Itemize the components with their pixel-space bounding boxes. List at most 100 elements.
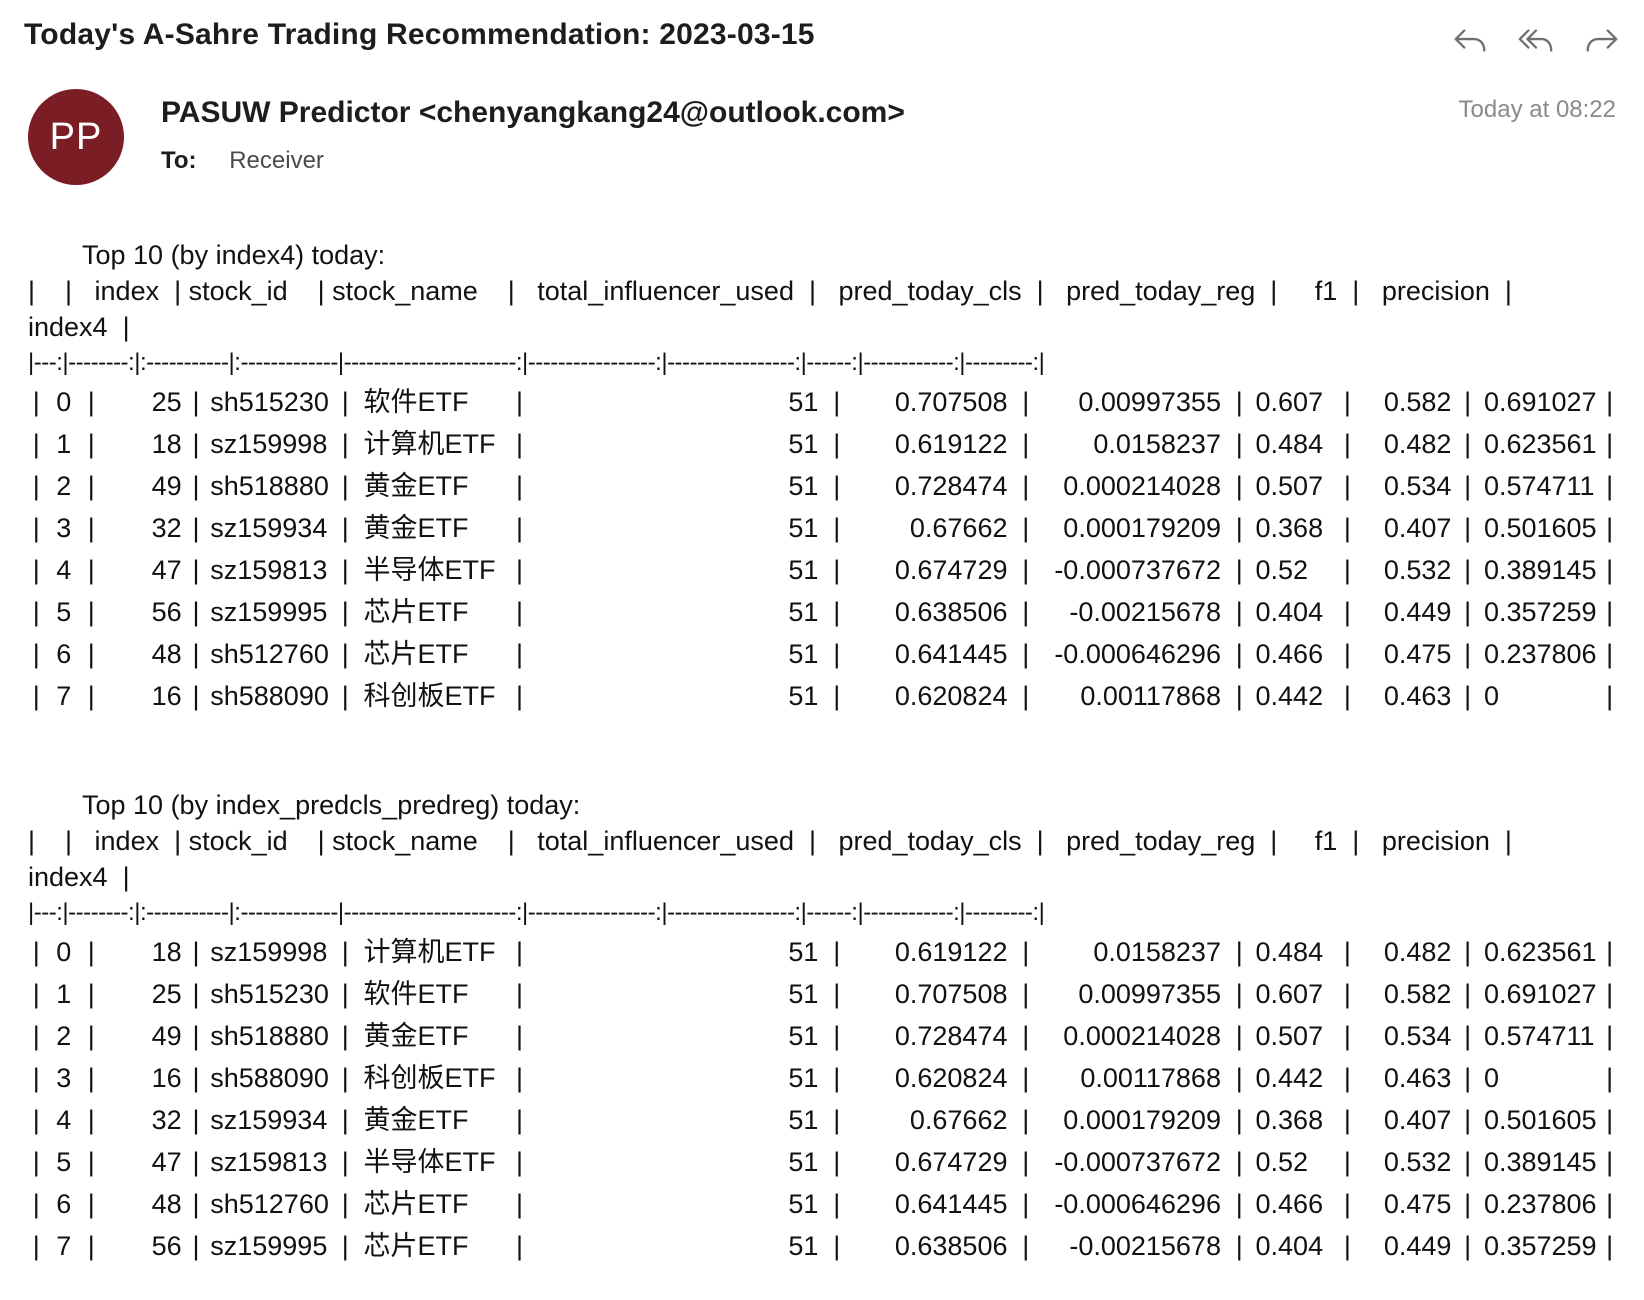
cell-stock-name: 科创板ETF [363, 1063, 496, 1093]
recipient-name[interactable]: Receiver [229, 147, 324, 174]
column-divider: | [341, 1063, 349, 1093]
column-divider: | [1343, 1063, 1351, 1093]
cell-index: 49 [151, 1021, 182, 1051]
cell-index: 56 [151, 597, 182, 627]
cell-pred-today-reg: 0.00117868 [1080, 1063, 1221, 1093]
column-divider: | [1343, 513, 1351, 543]
cell-precision: 0.482 [1383, 937, 1452, 967]
cell-index: 32 [151, 1105, 182, 1135]
column-divider: | [515, 387, 523, 417]
column-divider: | [833, 1231, 841, 1261]
cell-row: 1 [56, 979, 72, 1009]
cell-precision: 0.475 [1383, 639, 1452, 669]
column-divider: | [32, 387, 40, 417]
cell-f1: 0.52 [1255, 555, 1309, 585]
cell-pred-today-cls: 0.728474 [894, 1021, 1008, 1051]
cell-pred-today-cls: 0.728474 [894, 471, 1008, 501]
cell-precision: 0.475 [1383, 1189, 1452, 1219]
reply-all-icon [1518, 29, 1553, 52]
forward-button[interactable] [1580, 18, 1624, 62]
cell-index4: 0.501605 [1483, 513, 1597, 543]
table-row: | 1 | 18 | sz159998 | 计算机ETF | 51 | 0.619122 | 0.0158… [28, 423, 1618, 465]
cell-f1: 0.607 [1255, 979, 1324, 1009]
column-divider: | [341, 471, 349, 501]
section-title: Top 10 (by index_predcls_predreg) today: [82, 790, 581, 820]
table-header-line: | | index | stock_id | stock_name | tota… [28, 826, 1512, 856]
cell-f1: 0.404 [1255, 1231, 1324, 1261]
column-divider: | [1022, 1063, 1030, 1093]
cell-precision: 0.449 [1383, 1231, 1452, 1261]
cell-precision: 0.407 [1383, 1105, 1452, 1135]
cell-total-influencer-used: 51 [788, 387, 819, 417]
reply-button[interactable] [1448, 18, 1492, 62]
column-divider: | [87, 937, 95, 967]
cell-precision: 0.582 [1383, 979, 1452, 1009]
column-divider: | [1343, 429, 1351, 459]
cell-stock-name: 半导体ETF [363, 1147, 496, 1177]
column-divider: | [515, 681, 523, 711]
column-divider: | [1235, 681, 1243, 711]
column-divider: | [1022, 387, 1030, 417]
column-divider: | [1022, 555, 1030, 585]
cell-stock-id: sh588090 [210, 681, 329, 711]
column-divider: | [515, 1189, 523, 1219]
column-divider: | [1606, 639, 1614, 669]
column-divider: | [1343, 555, 1351, 585]
recipient-row: To: Receiver [161, 147, 324, 175]
column-divider: | [1606, 597, 1614, 627]
column-divider: | [833, 1105, 841, 1135]
column-divider: | [32, 471, 40, 501]
column-divider: | [192, 555, 200, 585]
column-divider: | [1022, 1021, 1030, 1051]
cell-pred-today-cls: 0.620824 [894, 1063, 1008, 1093]
sender-name[interactable]: PASUW Predictor <chenyangkang24@outlook.… [161, 96, 905, 129]
table-row: | 6 | 48 | sh512760 | 芯片ETF | 51 | 0.641445 | -0.0006… [28, 633, 1618, 675]
column-divider: | [1343, 1105, 1351, 1135]
column-divider: | [341, 639, 349, 669]
cell-index: 56 [151, 1231, 182, 1261]
cell-pred-today-reg: 0.00997355 [1078, 979, 1221, 1009]
column-divider: | [192, 681, 200, 711]
cell-total-influencer-used: 51 [788, 1021, 819, 1051]
column-divider: | [341, 555, 349, 585]
cell-row: 7 [56, 1231, 72, 1261]
column-divider: | [1343, 1189, 1351, 1219]
cell-index: 18 [151, 937, 182, 967]
column-divider: | [87, 471, 95, 501]
cell-pred-today-cls: 0.638506 [894, 597, 1008, 627]
cell-row: 2 [56, 1021, 72, 1051]
column-divider: | [1464, 1021, 1472, 1051]
column-divider: | [1235, 639, 1243, 669]
column-divider: | [32, 429, 40, 459]
cell-index4: 0.237806 [1483, 1189, 1597, 1219]
column-divider: | [1022, 513, 1030, 543]
column-divider: | [1235, 555, 1243, 585]
cell-stock-id: sz159813 [210, 1147, 328, 1177]
cell-precision: 0.449 [1383, 597, 1452, 627]
cell-pred-today-reg: 0.000214028 [1063, 1021, 1221, 1051]
column-divider: | [192, 639, 200, 669]
column-divider: | [1464, 471, 1472, 501]
column-divider: | [1343, 387, 1351, 417]
column-divider: | [833, 979, 841, 1009]
cell-precision: 0.534 [1383, 1021, 1452, 1051]
column-divider: | [32, 1021, 40, 1051]
cell-total-influencer-used: 51 [788, 513, 819, 543]
column-divider: | [833, 555, 841, 585]
reply-all-button[interactable] [1514, 18, 1558, 62]
cell-index4: 0.237806 [1483, 639, 1597, 669]
cell-index4: 0.574711 [1483, 1021, 1595, 1051]
column-divider: | [515, 1063, 523, 1093]
column-divider: | [833, 513, 841, 543]
cell-stock-name: 芯片ETF [363, 597, 469, 627]
column-divider: | [1235, 979, 1243, 1009]
cell-index4: 0.357259 [1483, 1231, 1597, 1261]
cell-stock-id: sz159934 [210, 513, 328, 543]
cell-pred-today-cls: 0.638506 [894, 1231, 1008, 1261]
column-divider: | [1606, 387, 1614, 417]
column-divider: | [192, 1105, 200, 1135]
column-divider: | [87, 387, 95, 417]
column-divider: | [1022, 937, 1030, 967]
column-divider: | [833, 1147, 841, 1177]
column-divider: | [341, 1189, 349, 1219]
